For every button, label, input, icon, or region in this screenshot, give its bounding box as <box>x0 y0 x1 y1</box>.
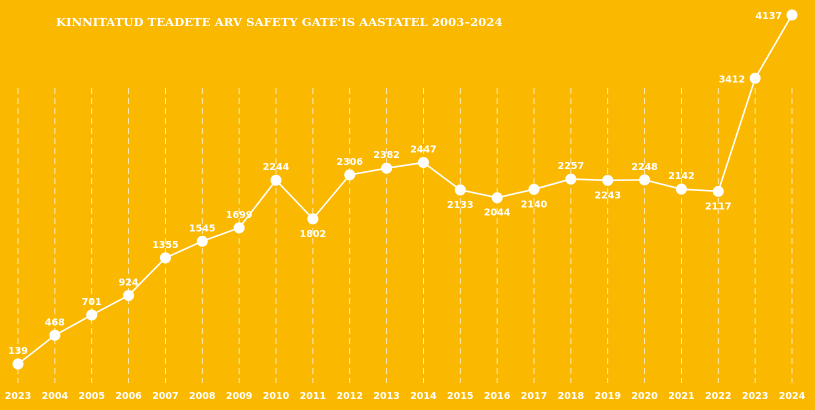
x-tick-label: 2013 <box>373 391 399 402</box>
data-label: 2044 <box>484 208 511 219</box>
data-point <box>675 183 687 195</box>
x-tick-label: 2021 <box>668 391 694 402</box>
data-point <box>712 185 724 197</box>
data-point <box>86 309 98 321</box>
x-tick-label: 2017 <box>521 391 547 402</box>
x-tick-label: 2014 <box>410 391 437 402</box>
data-label: 4137 <box>756 11 782 22</box>
x-tick-label: 2023 <box>5 391 31 402</box>
data-label: 2243 <box>594 190 620 201</box>
data-label: 139 <box>8 346 28 357</box>
x-tick-label: 2015 <box>447 391 473 402</box>
data-label: 701 <box>82 297 102 308</box>
series-line <box>17 14 793 365</box>
data-label: 2117 <box>705 201 731 212</box>
data-label: 2382 <box>373 150 399 161</box>
data-point <box>123 289 135 301</box>
data-label: 1699 <box>226 210 252 221</box>
data-label: 468 <box>45 317 65 328</box>
data-label: 1355 <box>152 240 178 251</box>
x-tick-label: 2007 <box>152 391 178 402</box>
x-axis-ticks: 2023 2004 2005 2006 2007 2008 2009 2010 2011 2012… <box>5 391 806 402</box>
x-tick-label: 2006 <box>115 391 142 402</box>
x-tick-label: 2008 <box>189 391 216 402</box>
data-label: 2257 <box>558 161 584 172</box>
x-tick-label: 2022 <box>705 391 731 402</box>
data-point <box>233 222 245 234</box>
data-point <box>196 235 208 247</box>
x-tick-label: 2012 <box>336 391 362 402</box>
x-tick-label: 2010 <box>263 391 290 402</box>
grid-lines <box>17 88 793 383</box>
x-tick-label: 2019 <box>594 391 620 402</box>
x-tick-label: 2011 <box>300 391 326 402</box>
x-tick-label: 2005 <box>78 391 104 402</box>
data-point <box>454 184 466 196</box>
data-label: 924 <box>119 277 139 288</box>
data-label: 2142 <box>668 171 694 182</box>
x-tick-label: 2004 <box>42 391 69 402</box>
data-labels: 139 468 701 924 1355 1545 1699 2244 1802 2306 2382… <box>8 11 782 357</box>
data-point <box>49 329 61 341</box>
data-points <box>12 9 798 370</box>
data-point <box>639 174 651 186</box>
data-point <box>381 162 393 174</box>
x-tick-label: 2020 <box>631 391 658 402</box>
data-point <box>749 72 761 84</box>
data-point <box>12 358 24 370</box>
data-label: 2248 <box>631 162 658 173</box>
data-label: 1802 <box>300 229 326 240</box>
x-tick-label: 2018 <box>558 391 585 402</box>
data-label: 1545 <box>189 223 215 234</box>
x-tick-label: 2024 <box>779 391 806 402</box>
data-label: 2447 <box>410 145 436 156</box>
x-tick-label: 2009 <box>226 391 252 402</box>
data-point <box>528 183 540 195</box>
chart-title: KINNITATUD TEADETE ARV SAFETY GATE'IS AA… <box>56 15 503 29</box>
data-point <box>417 157 429 169</box>
data-label: 3412 <box>719 74 745 85</box>
data-point <box>786 9 798 21</box>
data-point <box>307 213 319 225</box>
data-point <box>159 252 171 264</box>
x-tick-label: 2023 <box>742 391 768 402</box>
data-label: 2133 <box>447 200 473 211</box>
data-label: 2140 <box>521 199 548 210</box>
data-point <box>270 174 282 186</box>
data-point <box>602 174 614 186</box>
data-point <box>491 192 503 204</box>
data-point <box>344 169 356 181</box>
x-tick-label: 2016 <box>484 391 511 402</box>
data-label: 2306 <box>336 157 363 168</box>
data-label: 2244 <box>263 162 290 173</box>
data-point <box>565 173 577 185</box>
